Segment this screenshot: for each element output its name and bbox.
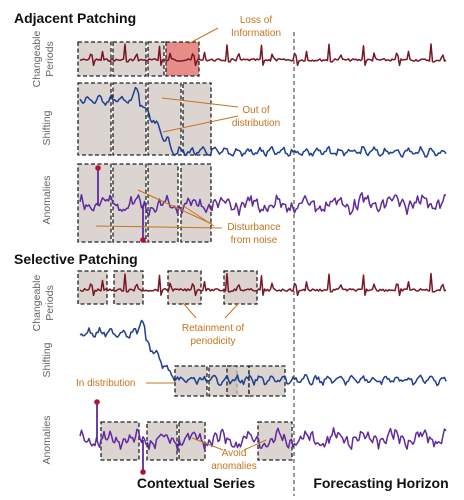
patch [77,82,112,156]
svg-text:Avoid: Avoid [222,448,247,459]
row-label-shifting-top: Shifting [41,110,53,145]
svg-text:anomalies: anomalies [211,461,257,472]
row-label-shifting-bottom: Shifting [41,342,53,377]
patch [167,270,202,305]
annotation-loss-of-information: Loss of Information [231,15,281,39]
series-anomalies-selective [79,427,447,451]
svg-text:distribution: distribution [232,118,280,129]
patch [174,365,208,397]
series-lines [79,43,447,475]
svg-text:Information: Information [231,28,281,39]
series-shifting-selective [79,319,447,387]
adjacent-patches [77,41,212,243]
selective-patching-title: Selective Patching [14,251,138,267]
anomaly-spike-2-marker [140,237,146,243]
patch [112,82,147,156]
svg-text:Disturbance: Disturbance [227,222,281,233]
annotation-disturbance-from-noise: Disturbance from noise [227,222,281,246]
row-label-changeable-top: Changeable Periods [31,31,56,88]
svg-text:periodicity: periodicity [190,336,235,347]
annotation-retainment-of-periodicity: Retainment of periodicity [182,323,244,347]
annotation-out-of-distribution: Out of distribution [232,105,280,129]
row-label-anomalies-top: Anomalies [41,175,53,224]
svg-text:Loss of: Loss of [240,15,272,26]
svg-text:Changeable: Changeable [31,275,43,332]
annotation-in-distribution: In distribution [76,378,135,389]
svg-text:from noise: from noise [231,235,278,246]
svg-text:Periods: Periods [44,41,56,77]
annotation-avoid-anomalies: Avoid anomalies [211,448,257,472]
forecasting-horizon-label: Forecasting Horizon [313,475,448,491]
svg-text:Periods: Periods [44,285,56,321]
patch [226,365,250,397]
annotation-leaders [95,27,267,451]
svg-text:Changeable: Changeable [31,31,43,88]
adjacent-patching-title: Adjacent Patching [14,10,136,26]
row-label-changeable-bottom: Changeable Periods [31,275,56,332]
series-anomalies-adjacent [79,192,447,217]
row-label-anomalies-bottom: Anomalies [41,415,53,464]
patch [182,82,212,156]
anomaly-spike-1-marker [95,165,101,171]
contextual-series-label: Contextual Series [137,475,255,491]
anomaly-spike-4-marker [140,469,146,475]
anomaly-spike-3-marker [94,399,100,405]
patch [147,82,182,156]
series-changeable-selective [79,272,447,297]
svg-text:Out of: Out of [242,105,269,116]
series-changeable-adjacent [79,43,447,67]
patch [146,421,178,461]
series-shifting-adjacent [79,86,447,158]
svg-text:Retainment of: Retainment of [182,323,244,334]
